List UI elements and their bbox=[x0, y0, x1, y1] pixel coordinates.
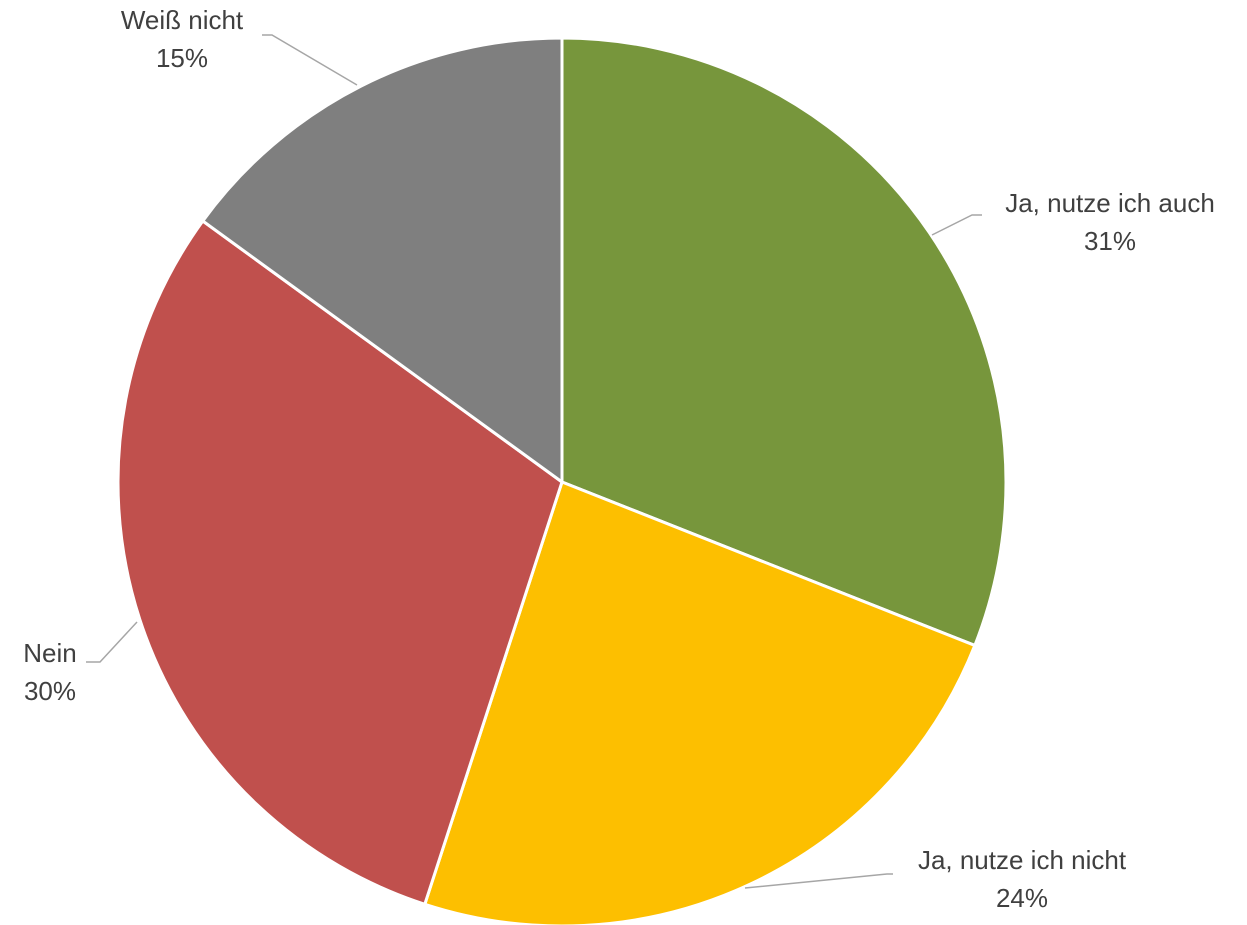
leader-line bbox=[86, 621, 138, 663]
leader-line bbox=[744, 873, 893, 889]
pie-slice bbox=[423, 480, 977, 925]
leader-line bbox=[262, 34, 358, 86]
slice-value-label: 31% bbox=[1084, 226, 1136, 256]
slice-value-label: 15% bbox=[156, 43, 208, 73]
leader-line bbox=[931, 214, 982, 236]
pie-slice bbox=[201, 36, 564, 484]
slice-value-label: 24% bbox=[996, 883, 1048, 913]
slice-label: Weiß nicht bbox=[121, 5, 244, 35]
pie-slice bbox=[116, 219, 564, 906]
slice-label: Ja, nutze ich nicht bbox=[918, 845, 1127, 875]
slice-label: Nein bbox=[23, 638, 76, 668]
slice-value-label: 30% bbox=[24, 676, 76, 706]
pie-slice bbox=[560, 36, 1008, 647]
slice-label: Ja, nutze ich auch bbox=[1005, 188, 1215, 218]
